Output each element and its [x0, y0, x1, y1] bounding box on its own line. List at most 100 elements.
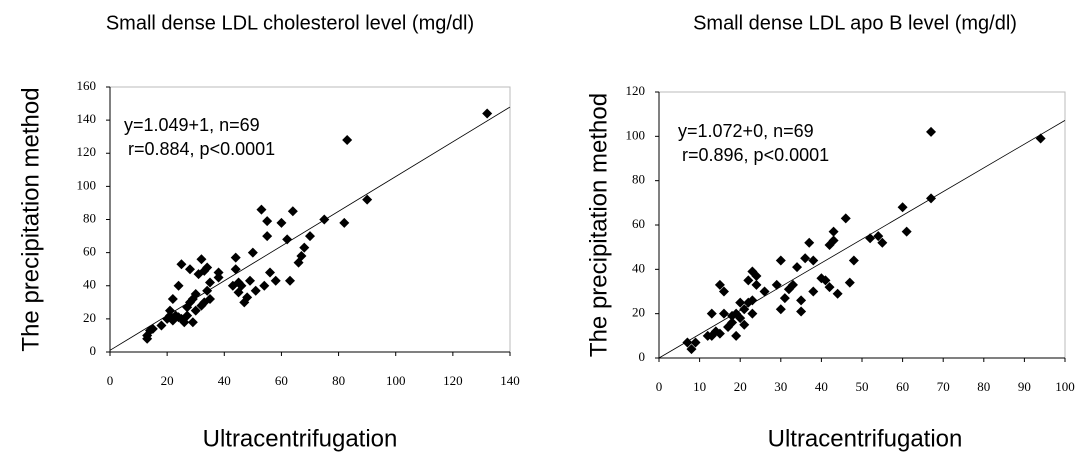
point	[926, 193, 937, 204]
point	[771, 279, 782, 290]
x-tick-label: 30	[774, 379, 787, 394]
y-tick-label: 0	[639, 349, 646, 364]
point	[747, 295, 758, 306]
x-tick-label: 100	[386, 373, 406, 388]
point	[1035, 133, 1046, 144]
point	[775, 304, 786, 315]
point	[873, 231, 884, 242]
x-tick-label: 0	[656, 379, 663, 394]
x-tick-label: 90	[1018, 379, 1031, 394]
x-tick-label: 60	[275, 373, 288, 388]
y-tick-label: 120	[626, 83, 646, 98]
point	[182, 310, 193, 321]
point	[848, 255, 859, 266]
point	[147, 323, 158, 334]
x-tick-label: 20	[734, 379, 747, 394]
point	[262, 216, 273, 227]
point	[205, 277, 215, 288]
y-tick-label: 40	[632, 260, 645, 275]
x-tick-label: 140	[500, 373, 520, 388]
point	[342, 135, 353, 145]
point	[287, 206, 298, 217]
point	[787, 279, 798, 290]
point	[245, 275, 255, 286]
point	[259, 280, 270, 291]
point	[727, 317, 738, 328]
point	[299, 242, 310, 253]
point	[682, 337, 693, 348]
point	[205, 294, 215, 304]
point	[779, 293, 790, 304]
point	[796, 306, 807, 317]
point	[824, 282, 835, 293]
point	[714, 279, 725, 290]
point	[242, 292, 253, 303]
y-tick-label: 20	[83, 310, 96, 325]
point	[796, 295, 807, 306]
y-tick-label: 100	[77, 177, 97, 192]
point	[926, 126, 937, 137]
point	[230, 264, 241, 275]
point	[190, 305, 201, 316]
point	[202, 285, 213, 296]
point	[844, 277, 855, 288]
point	[236, 280, 247, 291]
point	[690, 337, 701, 348]
point	[706, 308, 717, 319]
x-tick-label: 40	[815, 379, 828, 394]
point	[718, 286, 729, 297]
y-tick-label: 80	[632, 172, 645, 187]
y-tick-label: 60	[632, 216, 645, 231]
point	[743, 275, 754, 286]
x-tick-label: 20	[161, 373, 174, 388]
point	[165, 305, 175, 316]
point	[739, 304, 750, 315]
y-tick-label: 40	[83, 277, 96, 292]
point	[167, 294, 178, 304]
point	[339, 217, 350, 228]
point	[751, 270, 762, 281]
point	[731, 330, 742, 341]
point	[775, 255, 786, 266]
point	[739, 319, 750, 330]
y-tick-label: 80	[83, 210, 96, 225]
point	[196, 254, 207, 265]
point	[187, 317, 198, 328]
point	[202, 262, 213, 273]
point	[305, 231, 315, 242]
point	[282, 234, 293, 245]
point	[185, 264, 195, 275]
chart-title: Small dense LDL cholesterol level (mg/dl…	[106, 12, 474, 34]
point	[800, 253, 811, 264]
point	[808, 255, 819, 266]
point	[296, 250, 307, 261]
point	[265, 267, 275, 278]
point	[832, 288, 843, 299]
point	[247, 247, 258, 258]
x-tick-label: 120	[443, 373, 463, 388]
fit-line	[658, 120, 1066, 359]
y-tick-label: 160	[77, 78, 97, 93]
point	[804, 237, 815, 248]
point	[176, 259, 187, 270]
y-tick-label: 140	[77, 111, 97, 126]
annotation: y=1.049+1, n=69	[124, 115, 260, 135]
point	[751, 279, 762, 290]
point	[319, 214, 330, 225]
point	[362, 194, 373, 205]
point	[792, 262, 803, 273]
point	[714, 328, 725, 339]
x-tick-label: 80	[332, 373, 345, 388]
x-axis-title: Ultracentrifugation	[768, 425, 963, 452]
point	[877, 237, 888, 248]
annotation: r=0.896, p<0.0001	[682, 145, 829, 165]
point	[276, 217, 287, 228]
x-tick-label: 70	[937, 379, 950, 394]
point	[735, 313, 746, 324]
point	[718, 308, 729, 319]
point	[285, 275, 295, 286]
point	[840, 213, 851, 224]
point	[897, 202, 908, 213]
x-tick-label: 60	[896, 379, 909, 394]
point	[250, 285, 261, 296]
